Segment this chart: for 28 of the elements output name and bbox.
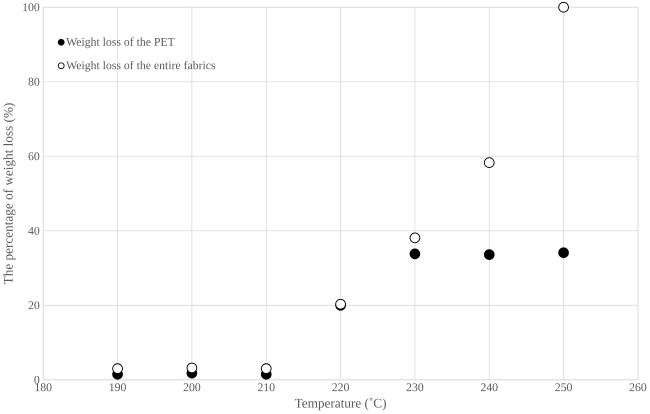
- y-tick-label: 80: [28, 78, 40, 86]
- y-tick-label: 100: [23, 3, 40, 12]
- x-tick-label: 260: [630, 383, 646, 392]
- point: [260, 364, 272, 374]
- x-tick-label: 200: [184, 383, 200, 392]
- x-tick-label: 180: [35, 383, 52, 392]
- y-tick-label: 20: [28, 302, 40, 310]
- point: [410, 232, 420, 244]
- point: [558, 2, 569, 13]
- point: [410, 248, 420, 260]
- legend-label: Weight loss of the entire fabrics: [66, 61, 216, 72]
- x-tick-label: 220: [332, 383, 349, 392]
- point: [558, 248, 569, 258]
- y-tick-label: 60: [28, 152, 40, 160]
- x-tick-label: 190: [110, 383, 126, 392]
- y-tick-label: 0: [34, 376, 40, 384]
- y-tick-label: 40: [28, 227, 40, 235]
- legend-label: Weight loss of the PET: [66, 38, 175, 48]
- point: [484, 157, 495, 168]
- point: [484, 249, 495, 260]
- x-axis-title: Temperature (˚C): [294, 398, 386, 411]
- x-tick-label: 210: [258, 383, 275, 392]
- x-tick-label: 250: [555, 383, 572, 392]
- x-tick-label: 240: [480, 383, 498, 392]
- point: [112, 364, 123, 374]
- y-axis-title: The percentage of weight loss (%): [3, 103, 16, 284]
- point: [186, 362, 198, 374]
- x-tick-label: 230: [406, 383, 424, 392]
